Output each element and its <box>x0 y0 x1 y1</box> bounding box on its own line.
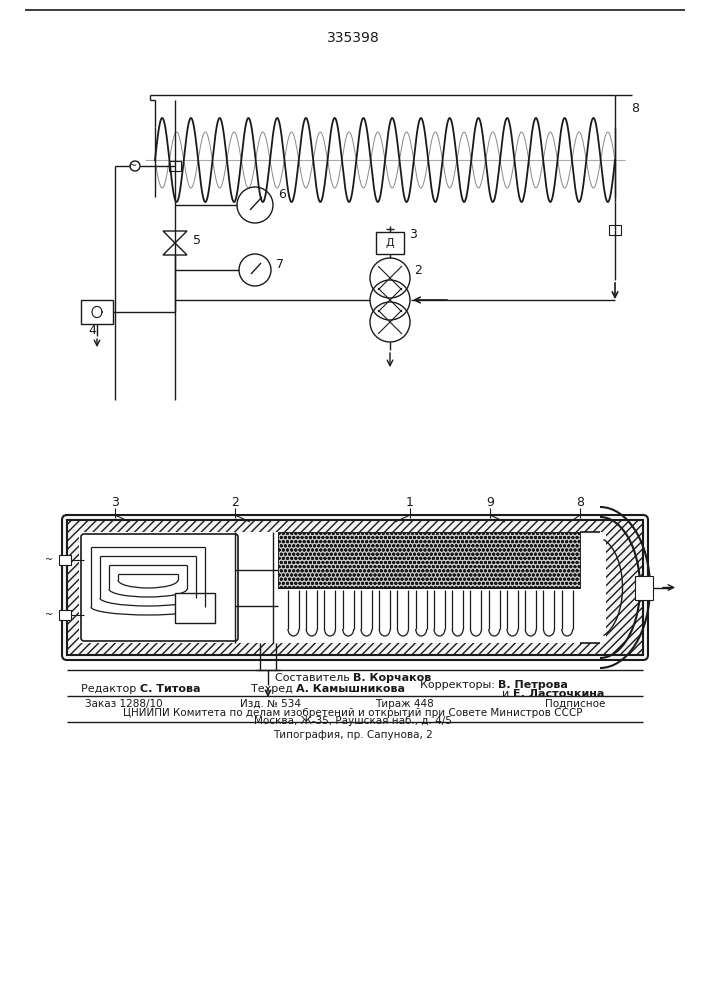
Text: 9: 9 <box>486 496 494 510</box>
Text: и: и <box>502 689 513 699</box>
Bar <box>278 532 580 587</box>
Text: Заказ 1288/10: Заказ 1288/10 <box>85 699 163 709</box>
Text: 4: 4 <box>88 324 96 336</box>
Text: 2: 2 <box>414 263 422 276</box>
Text: В. Корчаков: В. Корчаков <box>353 673 431 683</box>
Bar <box>376 232 404 254</box>
Text: 5: 5 <box>193 233 201 246</box>
Bar <box>635 576 653 599</box>
Text: С. Титова: С. Титова <box>140 684 201 694</box>
Bar <box>59 610 71 620</box>
Bar <box>79 532 606 643</box>
Bar <box>67 520 643 655</box>
Text: 1: 1 <box>406 496 414 510</box>
Text: Техред: Техред <box>250 684 296 694</box>
Text: А. Камышникова: А. Камышникова <box>296 684 405 694</box>
Bar <box>79 532 601 643</box>
Text: 3: 3 <box>409 229 417 241</box>
Text: 335398: 335398 <box>327 31 380 45</box>
Bar <box>175 593 215 623</box>
Text: Д: Д <box>386 238 395 248</box>
Text: Редактор: Редактор <box>81 684 140 694</box>
Text: В. Петрова: В. Петрова <box>498 680 568 690</box>
Bar <box>278 532 580 587</box>
FancyBboxPatch shape <box>81 534 238 641</box>
Text: Подписное: Подписное <box>545 699 605 709</box>
Text: 7: 7 <box>276 258 284 271</box>
Text: 3: 3 <box>111 496 119 510</box>
Text: Корректоры:: Корректоры: <box>420 680 498 690</box>
Text: 6: 6 <box>278 188 286 202</box>
Text: Тираж 448: Тираж 448 <box>375 699 434 709</box>
Text: 2: 2 <box>231 496 239 510</box>
Text: 8: 8 <box>631 102 639 114</box>
Bar <box>609 225 621 235</box>
Bar <box>169 161 181 171</box>
Bar <box>59 555 71 565</box>
Text: Е. Ласточкина: Е. Ласточкина <box>513 689 604 699</box>
Text: Составитель: Составитель <box>275 673 353 683</box>
Text: ~: ~ <box>129 161 137 171</box>
Text: Москва, Ж-35, Раушская наб., д. 4/5: Москва, Ж-35, Раушская наб., д. 4/5 <box>254 716 452 726</box>
FancyBboxPatch shape <box>62 515 648 660</box>
Text: ~: ~ <box>45 555 53 565</box>
Text: Изд. № 534: Изд. № 534 <box>240 699 301 709</box>
Text: ~: ~ <box>45 610 53 620</box>
Text: 8: 8 <box>576 496 584 510</box>
Bar <box>81 300 113 324</box>
Bar <box>278 532 580 587</box>
Text: ЦНИИПИ Комитета по делам изобретений и открытий при Совете Министров СССР: ЦНИИПИ Комитета по делам изобретений и о… <box>123 708 583 718</box>
Text: Типография, пр. Сапунова, 2: Типография, пр. Сапунова, 2 <box>273 730 433 740</box>
